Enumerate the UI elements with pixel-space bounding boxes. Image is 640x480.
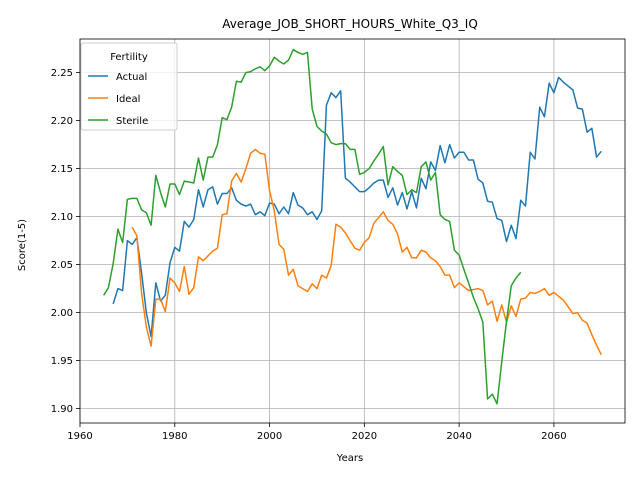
y-tick-label: 2.05 <box>51 260 73 271</box>
series-line-actual <box>112 76 602 338</box>
x-axis-label: Years <box>336 453 363 464</box>
chart-title: Average_JOB_SHORT_HOURS_White_Q3_IQ <box>222 17 478 31</box>
legend-label-sterile: Sterile <box>116 116 148 127</box>
y-tick-label: 2.20 <box>51 116 73 127</box>
x-tick-label: 2020 <box>352 431 377 442</box>
series-line-sterile <box>103 48 522 405</box>
legend-title: Fertility <box>110 52 148 63</box>
legend-label-ideal: Ideal <box>116 94 140 105</box>
plot-area-frame <box>79 38 626 424</box>
y-tick-label: 2.15 <box>51 164 73 175</box>
y-axis-label: Score(1-5) <box>17 219 28 271</box>
y-tick-label: 2.10 <box>51 212 73 223</box>
x-tick-label: 2060 <box>541 431 566 442</box>
y-tick-label: 2.00 <box>51 308 73 319</box>
legend-label-actual: Actual <box>116 72 147 83</box>
x-tick-label: 2040 <box>446 431 471 442</box>
x-tick-label: 1960 <box>67 431 92 442</box>
grid-lines <box>79 39 625 423</box>
legend: Fertility Actual Ideal Sterile <box>80 42 178 131</box>
y-tick-label: 2.25 <box>51 68 73 79</box>
y-tick-label: 1.90 <box>51 404 73 415</box>
legend-box <box>80 42 178 131</box>
x-tick-label: 1980 <box>162 431 187 442</box>
axis-ticks: 1960 1980 2000 2020 2040 2060 1.90 1.95 2.00 2.05… <box>51 68 567 442</box>
y-tick-label: 1.95 <box>51 356 73 367</box>
x-tick-label: 2000 <box>257 431 282 442</box>
series-lines <box>103 48 602 405</box>
series-line-ideal <box>131 148 602 356</box>
